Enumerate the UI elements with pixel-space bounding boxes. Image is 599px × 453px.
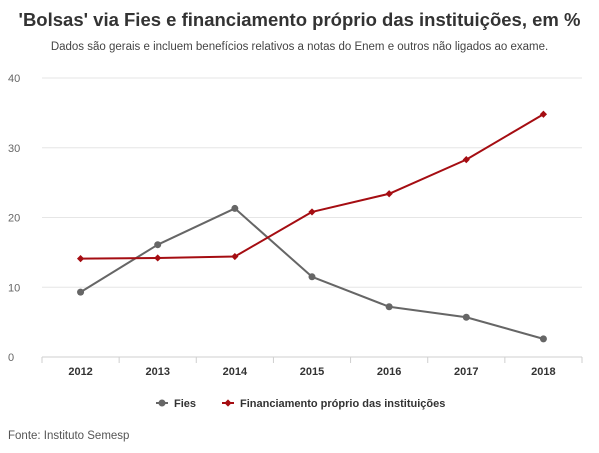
legend-marker	[224, 399, 232, 407]
data-point	[308, 273, 316, 281]
y-tick-label: 20	[8, 213, 20, 225]
data-point	[77, 288, 85, 296]
data-point	[154, 254, 162, 262]
y-tick-label: 10	[8, 282, 20, 294]
axis-layer: 0 10 20 30 40 2012 2013 2014 2015 2016 2017 2018	[8, 73, 583, 378]
chart-subtitle: Dados são gerais e incluem benefícios re…	[50, 41, 549, 53]
data-point	[76, 255, 85, 263]
x-tick-label: 2017	[454, 366, 478, 378]
source-note: Fonte: Instituto Semesp	[8, 430, 130, 442]
data-point	[231, 204, 239, 212]
x-tick-label: 2013	[145, 366, 169, 378]
data-point	[539, 110, 548, 118]
data-point	[385, 190, 393, 198]
y-tick-label: 40	[8, 73, 20, 85]
data-point	[462, 313, 470, 321]
y-tick-label: 30	[8, 143, 20, 155]
legend-label[interactable]: Financiamento próprio das instituições	[240, 398, 445, 410]
x-tick-label: 2012	[68, 366, 92, 378]
legend-marker	[158, 399, 166, 407]
grid-layer	[42, 77, 582, 358]
x-tick-label: 2015	[300, 366, 324, 378]
legend: Fies Financiamento próprio das instituiçõ…	[156, 398, 445, 410]
series-line-financiamento-proprio	[80, 113, 544, 260]
data-point	[308, 208, 316, 216]
data-point	[231, 252, 239, 261]
data-point	[539, 335, 547, 343]
y-tick-label: 0	[8, 352, 14, 364]
x-tick-label: 2016	[377, 366, 401, 378]
legend-label[interactable]: Fies	[174, 398, 196, 410]
series-layer	[76, 110, 548, 343]
chart-title: 'Bolsas' via Fies e financiamento própri…	[18, 9, 581, 30]
data-point	[385, 303, 393, 311]
data-point	[154, 241, 162, 249]
x-tick-label: 2018	[531, 366, 555, 378]
x-tick-label: 2014	[223, 366, 248, 378]
data-point	[462, 156, 470, 164]
